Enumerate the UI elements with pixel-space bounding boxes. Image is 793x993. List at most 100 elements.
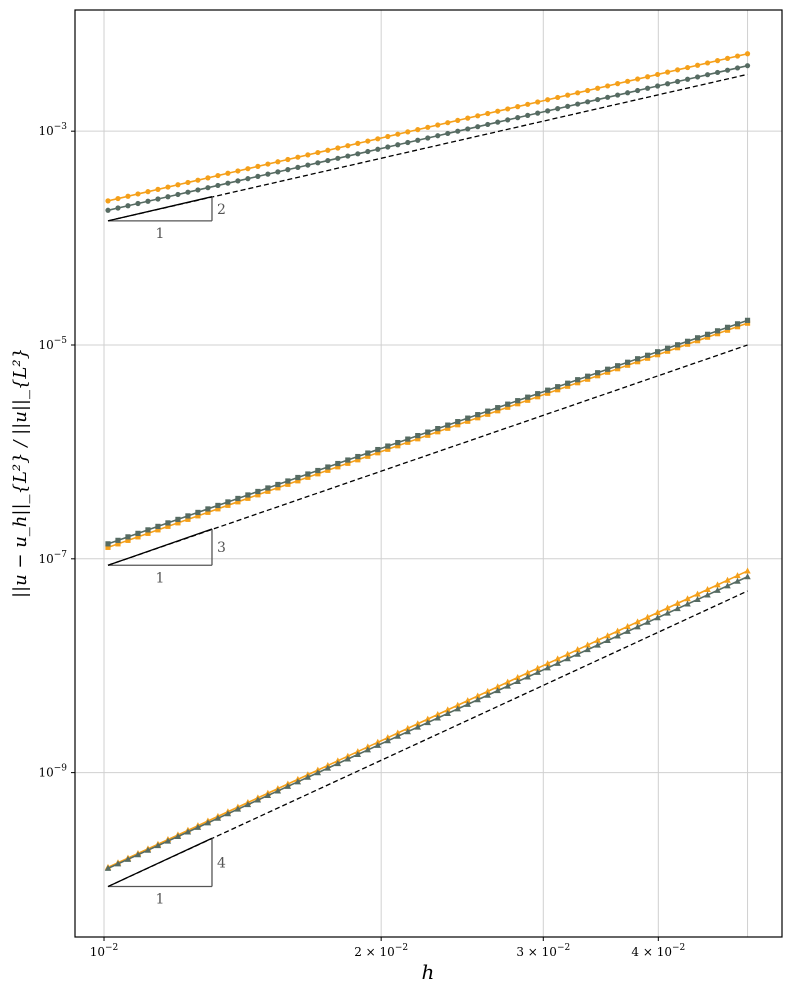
data-point [225,170,231,176]
data-point [144,846,152,853]
data-point [264,792,272,799]
data-point [635,356,641,362]
data-point [325,147,331,153]
data-point [514,678,521,685]
series-square-orange-order-3 [105,320,751,550]
data-point [644,613,651,620]
y-tick-label: 10−7 [38,550,67,566]
data-point [674,67,681,73]
data-point [115,541,121,547]
data-point [334,760,342,767]
data-point [714,58,721,64]
data-point [294,778,302,785]
data-point [435,133,441,139]
data-point [514,673,521,680]
data-point [595,373,601,379]
data-point [145,527,151,533]
data-point [435,122,441,128]
data-point [485,408,491,414]
data-point [135,534,141,540]
data-point [304,773,312,780]
data-point [674,605,681,612]
data-point [185,513,191,519]
data-point [185,516,191,522]
data-point [664,604,671,611]
data-point [515,401,521,407]
data-point [415,436,421,442]
x-tick-label: 3 × 10−2 [516,943,570,959]
data-point [415,127,421,133]
data-point [744,573,751,580]
data-point [445,422,451,428]
data-point [544,660,551,667]
data-point [474,692,481,699]
series-triangle-orange-order-4 [104,567,751,870]
data-point [335,155,341,161]
data-point [555,387,561,393]
data-point [125,193,131,199]
data-point [524,673,531,680]
data-point [405,439,411,445]
data-point [684,76,691,82]
data-point [645,352,651,358]
data-point [165,194,171,200]
data-point [575,377,581,383]
data-point [565,92,571,98]
data-point [335,464,341,470]
data-point [185,189,191,195]
data-point [195,177,201,183]
data-point [485,411,491,417]
y-tick-label: 10−3 [38,122,67,138]
data-point [475,113,481,119]
data-point [525,397,531,403]
data-point [285,481,291,487]
data-point [395,443,401,449]
data-point [504,678,511,685]
data-point [655,71,661,78]
data-point [215,172,221,179]
data-point [664,609,671,616]
data-point [355,140,361,146]
data-point [325,467,331,473]
data-point [155,523,161,529]
data-point [714,69,721,76]
data-point [175,191,181,198]
data-point [205,175,211,181]
data-point [465,418,471,424]
data-point [384,737,391,744]
data-point [554,655,561,662]
data-point [734,324,741,330]
data-point [115,195,121,202]
data-point [464,697,471,704]
data-point [225,499,231,505]
data-point [455,422,461,428]
data-point [654,609,661,616]
data-point [115,537,121,543]
data-point [744,317,751,323]
data-point [544,664,551,671]
data-point [244,801,252,808]
data-point [455,419,461,425]
data-point [475,124,481,130]
data-point [325,157,331,164]
data-point [375,146,381,152]
data-point [655,352,661,358]
data-point [505,106,511,112]
data-point [394,732,401,739]
data-point [734,572,741,579]
data-point [134,851,142,858]
data-point [624,623,631,630]
data-point [374,738,382,745]
y-tick-label: 10−9 [38,764,67,780]
data-point [614,632,621,639]
data-point [525,101,531,107]
data-point [704,72,711,78]
data-point [345,460,351,466]
data-point [515,398,521,404]
data-point [275,169,281,175]
data-point [704,331,711,337]
data-point [435,429,441,435]
data-point [445,425,451,431]
data-point [155,186,161,192]
data-point [605,369,611,375]
